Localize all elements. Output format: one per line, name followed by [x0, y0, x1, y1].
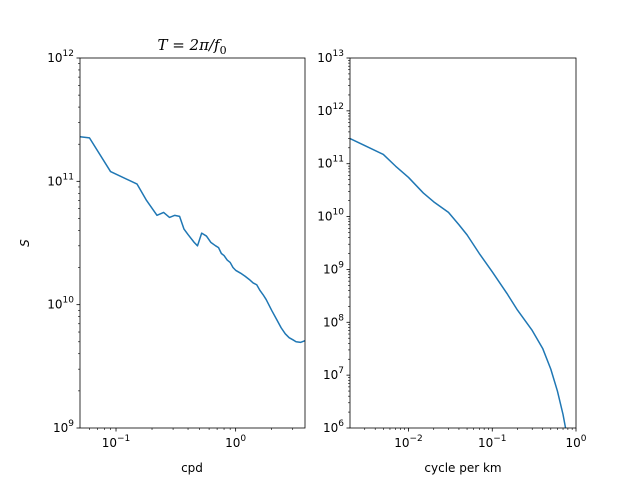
- right-x-tick-label: 10−2: [394, 434, 423, 450]
- left-series-line: [80, 135, 305, 344]
- left-plot-ylabel: S: [18, 239, 32, 247]
- left-plot-frame: [79, 57, 306, 429]
- left-plot-area: 10−1 100 109 1010 1011 1012: [47, 49, 306, 450]
- left-y-tick-label: 1010: [47, 296, 74, 312]
- right-y-tick-label: 107: [323, 366, 344, 382]
- right-y-tick-label: 108: [323, 313, 344, 329]
- right-x-tick-label: 10−1: [478, 434, 507, 450]
- right-plot-area: 10−2 10−1 100 106 107 108 109 1010 1011 1012 1013: [317, 49, 587, 450]
- left-plot: T = 2π/f0 10−1 100 109 1010 1011 1012 cpd S: [18, 36, 306, 475]
- left-y-tick-label: 109: [53, 419, 74, 435]
- left-y-tick-label: 1012: [47, 49, 74, 65]
- left-y-tick-label: 1011: [47, 172, 74, 188]
- right-plot-xlabel: cycle per km: [424, 461, 501, 475]
- left-x-tick-label: 10−1: [102, 434, 131, 450]
- right-y-tick-label: 106: [323, 419, 344, 435]
- left-x-tick-label: 100: [225, 434, 246, 450]
- left-plot-title: T = 2π/f0: [157, 36, 226, 57]
- right-y-tick-label: 1013: [317, 49, 344, 65]
- right-plot-frame: [349, 57, 577, 429]
- right-y-tick-label: 1012: [317, 102, 344, 118]
- right-y-tick-label: 1011: [317, 155, 344, 171]
- right-y-tick-label: 109: [323, 260, 344, 276]
- left-plot-xlabel: cpd: [181, 461, 203, 475]
- right-plot: 10−2 10−1 1001061071081091010101110121013 …: [317, 49, 587, 475]
- right-y-tick-label: 1010: [317, 208, 344, 224]
- right-x-tick-label: 100: [565, 434, 586, 450]
- right-series-line: [350, 137, 567, 428]
